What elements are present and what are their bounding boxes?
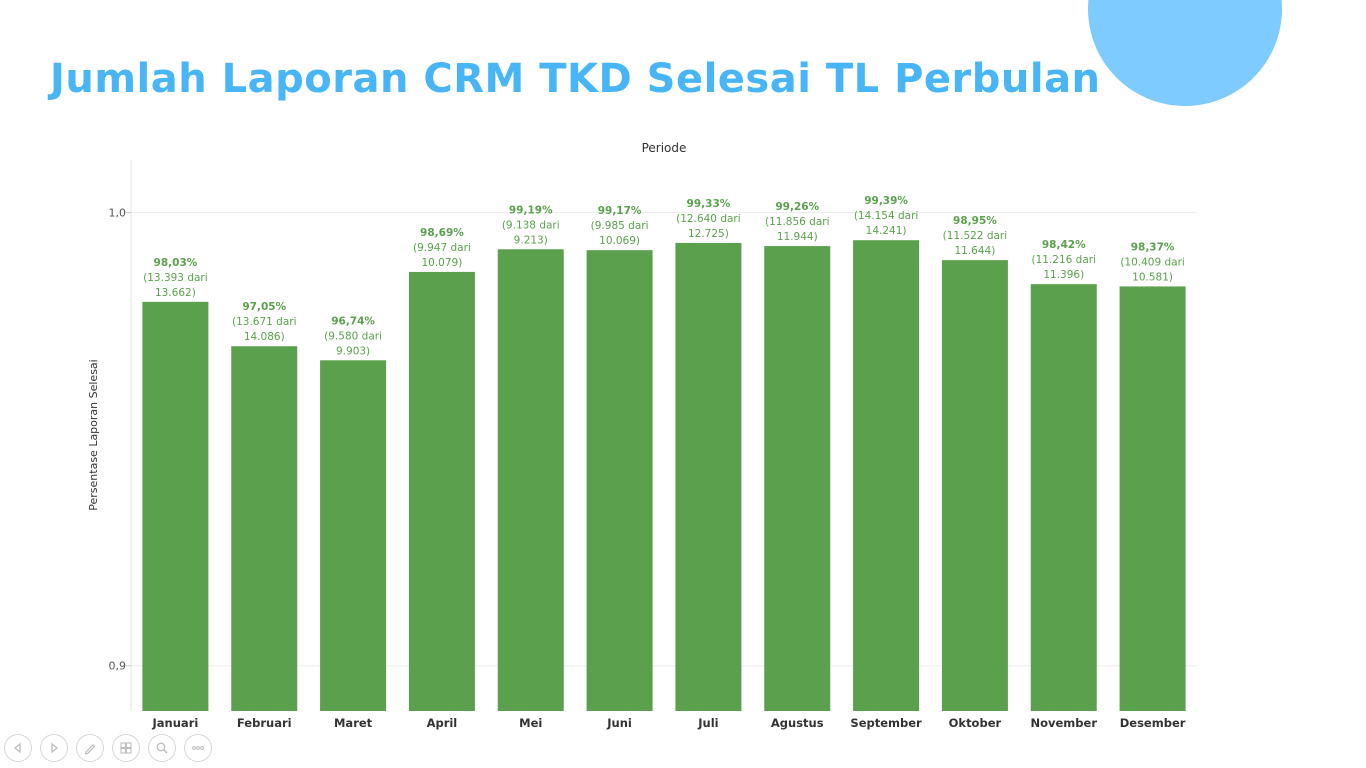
bar xyxy=(320,360,387,711)
bar-value-label: 98,03% xyxy=(154,257,198,269)
bar xyxy=(1119,286,1186,711)
y-tick-label: 1,0 xyxy=(109,207,127,220)
bar-detail-label: (13.393 dari xyxy=(143,272,208,284)
bar-detail-label: 10.581) xyxy=(1132,271,1173,283)
x-tick-label: Januari xyxy=(152,716,199,730)
bar-detail-label: (12.640 dari xyxy=(676,213,741,225)
bar-detail-label: 14.086) xyxy=(244,331,285,343)
x-tick-label: September xyxy=(850,716,922,730)
bar-value-label: 96,74% xyxy=(331,315,375,327)
bar-value-label: 99,26% xyxy=(775,201,819,213)
bar xyxy=(941,260,1008,711)
bar-value-label: 97,05% xyxy=(242,301,286,313)
next-slide-button[interactable] xyxy=(40,734,68,762)
bar-value-label: 98,69% xyxy=(420,227,464,239)
bar-detail-label: 10.079) xyxy=(421,257,462,269)
bar-detail-label: (11.522 dari xyxy=(943,230,1008,242)
x-tick-label: Februari xyxy=(237,716,292,730)
x-tick-label: Oktober xyxy=(949,716,1002,730)
slides-grid-button[interactable] xyxy=(112,734,140,762)
x-tick-label: Juli xyxy=(697,716,718,730)
bar-detail-label: (10.409 dari xyxy=(1120,256,1185,268)
bar-detail-label: 10.069) xyxy=(599,235,640,247)
bar xyxy=(675,242,742,711)
bar-detail-label: 13.662) xyxy=(155,287,196,299)
bar-value-label: 98,37% xyxy=(1131,241,1175,253)
x-tick-label: Maret xyxy=(334,716,373,730)
bar xyxy=(231,346,298,711)
next-slide-icon xyxy=(51,742,59,754)
bar-detail-label: (14.154 dari xyxy=(854,210,919,222)
bar-detail-label: 14.241) xyxy=(866,225,907,237)
bar-value-label: 99,39% xyxy=(864,195,908,207)
bar-detail-label: (11.856 dari xyxy=(765,216,830,228)
bar-detail-label: 11.396) xyxy=(1043,269,1084,281)
more-options-icon xyxy=(192,746,204,750)
presentation-toolbar xyxy=(4,734,212,762)
x-tick-label: Juni xyxy=(606,716,632,730)
zoom-icon xyxy=(156,742,168,754)
bar-value-label: 98,42% xyxy=(1042,239,1086,251)
x-tick-label: Mei xyxy=(519,716,542,730)
pen-icon xyxy=(84,744,96,755)
bar-detail-label: (11.216 dari xyxy=(1031,254,1096,266)
pen-button[interactable] xyxy=(76,734,104,762)
bar xyxy=(764,246,831,711)
bar xyxy=(1030,284,1097,711)
x-tick-label: Agustus xyxy=(771,716,824,730)
bar-detail-label: 9.903) xyxy=(336,345,370,357)
bar-value-label: 98,95% xyxy=(953,215,997,227)
bar-detail-label: (9.985 dari xyxy=(591,220,649,232)
bar xyxy=(586,250,653,711)
x-tick-label: Desember xyxy=(1120,716,1186,730)
x-tick-label: November xyxy=(1030,716,1097,730)
bar xyxy=(142,301,209,711)
bar-detail-label: 11.644) xyxy=(954,245,995,257)
y-axis-label: Persentase Laporan Selesai xyxy=(87,359,100,510)
bar xyxy=(497,249,564,711)
more-options-button[interactable] xyxy=(184,734,212,762)
bar-detail-label: 9.213) xyxy=(514,234,548,246)
bar xyxy=(853,240,920,711)
bar-detail-label: 11.944) xyxy=(777,231,818,243)
bar xyxy=(408,271,475,711)
bar-detail-label: (9.580 dari xyxy=(324,330,382,342)
bar-value-label: 99,19% xyxy=(509,204,553,216)
bar-value-label: 99,17% xyxy=(598,205,642,217)
bar-value-label: 99,33% xyxy=(687,198,731,210)
previous-slide-button[interactable] xyxy=(4,734,32,762)
x-tick-label: April xyxy=(427,716,458,730)
bar-detail-label: 12.725) xyxy=(688,228,729,240)
bar-detail-label: (13.671 dari xyxy=(232,316,297,328)
bar-detail-label: (9.947 dari xyxy=(413,242,471,254)
bar-detail-label: (9.138 dari xyxy=(502,219,560,231)
slide-title: Jumlah Laporan CRM TKD Selesai TL Perbul… xyxy=(50,56,1101,102)
slides-grid-icon xyxy=(120,742,132,754)
chart-title: Periode xyxy=(642,141,687,155)
previous-slide-icon xyxy=(13,742,21,754)
y-tick-label: 0,9 xyxy=(109,660,127,673)
zoom-button[interactable] xyxy=(148,734,176,762)
